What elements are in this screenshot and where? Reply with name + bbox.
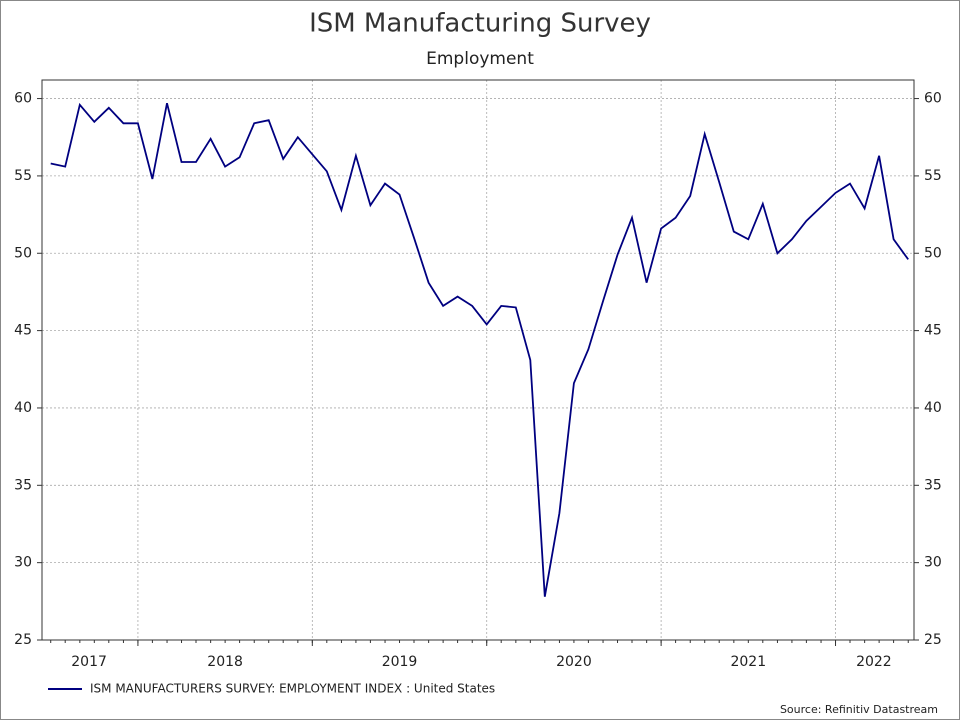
chart-title: ISM Manufacturing Survey (309, 9, 651, 39)
y-tick-label: 45 (14, 323, 32, 339)
y2-tick-label: 25 (924, 632, 942, 648)
x-tick-label: 2019 (382, 654, 418, 670)
y2-tick-label: 30 (924, 555, 942, 571)
y2-tick-label: 40 (924, 400, 942, 416)
y-tick-label: 25 (14, 632, 32, 648)
x-tick-label: 2022 (856, 654, 892, 670)
y2-tick-label: 60 (924, 91, 942, 107)
y-tick-label: 30 (14, 555, 32, 571)
y2-tick-label: 55 (924, 168, 942, 184)
plot-border (41, 79, 915, 641)
x-tick-label: 2018 (207, 654, 243, 670)
y2-tick-label: 35 (924, 477, 942, 493)
chart-subtitle: Employment (426, 49, 534, 69)
y-tick-label: 50 (14, 245, 32, 261)
x-tick-label: 2021 (730, 654, 766, 670)
source: Source: Refinitiv Datastream (780, 703, 938, 716)
x-tick-label: 2017 (71, 654, 107, 670)
y-tick-label: 40 (14, 400, 32, 416)
y-tick-label: 35 (14, 477, 32, 493)
y-tick-label: 55 (14, 168, 32, 184)
y2-tick-label: 45 (924, 323, 942, 339)
legend-label: ISM MANUFACTURERS SURVEY: EMPLOYMENT IND… (90, 682, 495, 696)
y2-tick-label: 50 (924, 245, 942, 261)
x-tick-label: 2020 (556, 654, 592, 670)
y-tick-label: 60 (14, 91, 32, 107)
line (50, 102, 909, 597)
